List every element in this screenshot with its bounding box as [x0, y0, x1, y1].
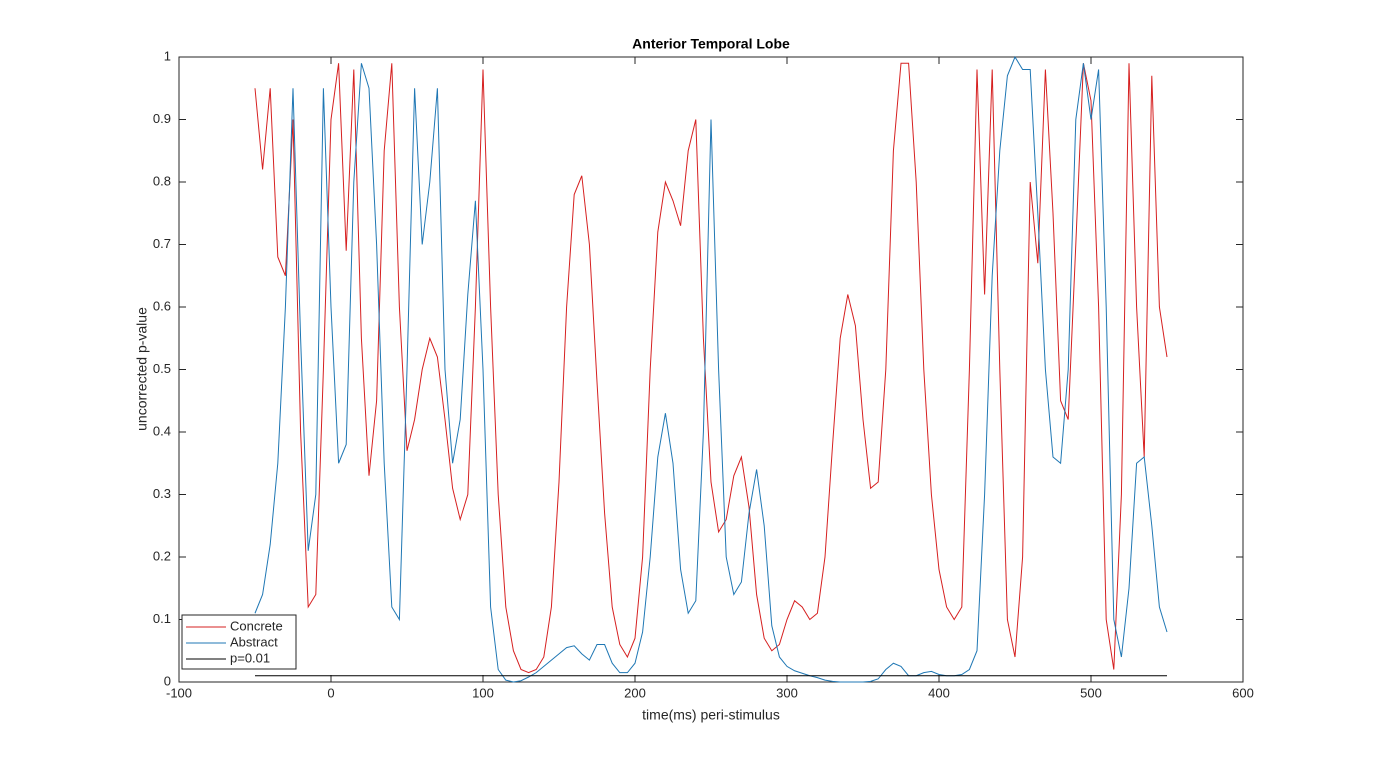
x-tick-label: 600 [1232, 685, 1254, 700]
x-axis-label: time(ms) peri-stimulus [642, 707, 780, 723]
y-tick-label: 0.1 [153, 611, 171, 626]
plot-area [178, 56, 1244, 683]
series-line [254, 55, 1168, 683]
y-tick-label: 0 [164, 673, 171, 688]
x-tick-label: 400 [928, 685, 950, 700]
y-tick-label: 0.2 [153, 548, 171, 563]
x-tick-label: 0 [327, 685, 334, 700]
chart-title: Anterior Temporal Lobe [632, 36, 790, 52]
x-tick-label: 500 [1080, 685, 1102, 700]
x-tick-label: -100 [166, 685, 192, 700]
legend-box [181, 614, 297, 670]
y-tick-label: 0.8 [153, 173, 171, 188]
series-line [254, 62, 1168, 674]
y-tick-label: 0.3 [153, 486, 171, 501]
y-tick-label: 0.7 [153, 236, 171, 251]
y-tick-label: 0.4 [153, 423, 171, 438]
y-tick-label: 0.5 [153, 361, 171, 376]
y-axis-label: uncorrected p-value [134, 307, 150, 431]
y-tick-label: 0.6 [153, 298, 171, 313]
legend-label: Abstract [230, 634, 278, 649]
x-tick-label: 200 [624, 685, 646, 700]
x-tick-label: 300 [776, 685, 798, 700]
y-tick-label: 1 [164, 48, 171, 63]
legend-label: p=0.01 [230, 650, 270, 665]
y-tick-label: 0.9 [153, 111, 171, 126]
legend-label: Concrete [230, 618, 283, 633]
x-tick-label: 100 [472, 685, 494, 700]
